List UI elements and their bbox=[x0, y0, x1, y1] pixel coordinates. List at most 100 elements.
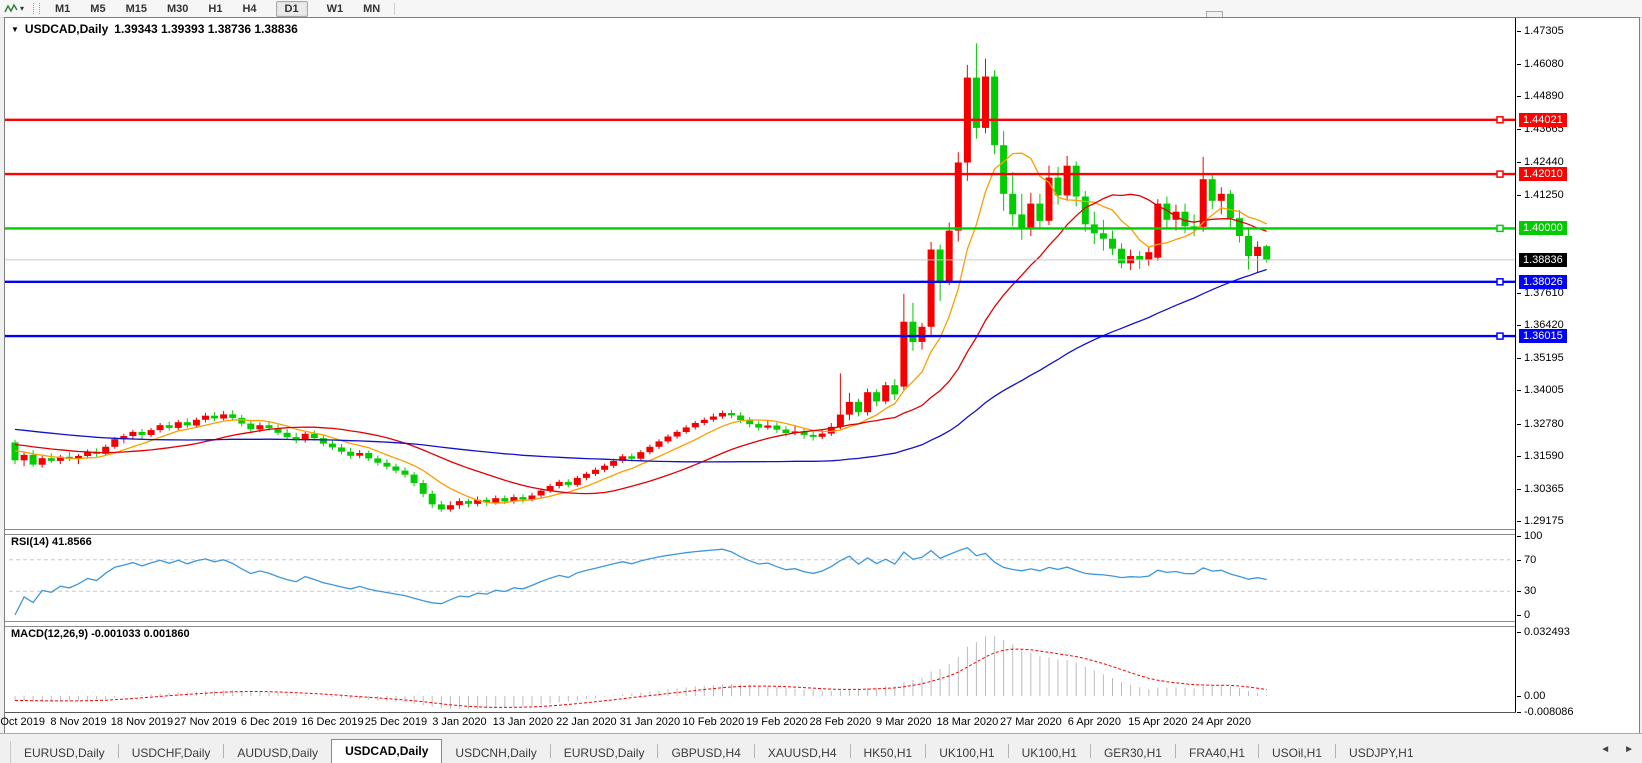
tab-separator bbox=[1174, 744, 1176, 758]
level-handle-1.44021[interactable] bbox=[1496, 116, 1504, 124]
chart-window: ▼ USDCAD,Daily 1.39343 1.39393 1.38736 1… bbox=[0, 17, 1640, 735]
time-axis-line bbox=[5, 712, 1637, 713]
timeframe-button-h1[interactable]: H1 bbox=[208, 2, 223, 15]
macd-tick-0.00: 0.00 bbox=[1516, 690, 1546, 702]
price-tick-1.34005: 1.34005 bbox=[1517, 384, 1564, 397]
current-price-badge: 1.38836 bbox=[1519, 252, 1567, 267]
level-handle-1.42010[interactable] bbox=[1496, 170, 1504, 178]
rsi-tick-30: 30 bbox=[1516, 585, 1537, 598]
chart-tab-eurusd-daily[interactable]: EURUSD,Daily bbox=[24, 746, 105, 760]
date-tick: 31 Jan 2020 bbox=[619, 716, 681, 728]
chart-tab-uk100-h1[interactable]: UK100,H1 bbox=[1021, 746, 1077, 760]
rsi-tick-0: 0 bbox=[1516, 609, 1531, 621]
price-axis[interactable]: 1.47305 1.46080 1.44890 1.43665 1.42440 1.412… bbox=[1516, 18, 1638, 732]
tab-separator bbox=[549, 744, 551, 758]
rsi-line bbox=[14, 546, 1267, 616]
chart-tab-usdjpy-h1[interactable]: USDJPY,H1 bbox=[1349, 746, 1414, 760]
macd-histogram-group bbox=[14, 636, 1268, 710]
date-tick: 25 Dec 2019 bbox=[364, 716, 428, 728]
level-handle-1.40000[interactable] bbox=[1496, 224, 1504, 233]
chart-tab-fra40-h1[interactable]: FRA40,H1 bbox=[1188, 746, 1246, 760]
chart-tab-hk50-h1[interactable]: HK50,H1 bbox=[863, 746, 913, 760]
price-tick-1.36420: 1.36420 bbox=[1517, 319, 1564, 332]
tab-separator bbox=[223, 744, 225, 758]
macd-indicator-label: MACD(12,26,9) -0.001033 0.001860 bbox=[11, 628, 190, 640]
date-tick: 19 Feb 2020 bbox=[745, 716, 808, 728]
macd-chart-canvas[interactable] bbox=[5, 625, 1515, 712]
price-chart-canvas[interactable] bbox=[5, 18, 1515, 529]
level-handle-1.38026[interactable] bbox=[1496, 278, 1504, 286]
timeframe-button-h4[interactable]: H4 bbox=[242, 2, 257, 15]
ma-line-slow bbox=[14, 268, 1267, 463]
price-tick-1.42440: 1.42440 bbox=[1517, 156, 1564, 169]
timeframe-button-mn[interactable]: MN bbox=[363, 2, 381, 15]
date-tick: 6 Apr 2020 bbox=[1067, 716, 1121, 728]
timeframe-button-m5[interactable]: M5 bbox=[90, 2, 106, 15]
chevron-down-icon[interactable]: ▾ bbox=[20, 4, 25, 13]
price-tick-1.37610: 1.37610 bbox=[1517, 287, 1564, 300]
ma-line-medium bbox=[14, 193, 1267, 495]
tab-scroll-left-icon[interactable]: ◄ bbox=[1600, 744, 1611, 755]
chart-tab-bar: EURUSD,Daily USDCHF,Daily AUDUSD,Daily USDC… bbox=[0, 733, 1642, 763]
date-tick: 10 Feb 2020 bbox=[682, 716, 745, 728]
price-tick-1.44890: 1.44890 bbox=[1517, 90, 1564, 103]
indicators-icon[interactable] bbox=[3, 2, 19, 15]
date-tick: 18 Nov 2019 bbox=[110, 716, 174, 728]
chart-tab-xauusd-h4[interactable]: XAUUSD,H4 bbox=[767, 746, 837, 760]
chart-tab-uk100-h1[interactable]: UK100,H1 bbox=[939, 746, 995, 760]
chart-tab-usoil-h1[interactable]: USOil,H1 bbox=[1272, 746, 1323, 760]
tab-scroll-right-icon[interactable]: ► bbox=[1624, 744, 1634, 755]
panel-splitter-macd[interactable] bbox=[5, 621, 1637, 627]
timeframe-button-m30[interactable]: M30 bbox=[166, 2, 189, 15]
chart-tab-eurusd-daily[interactable]: EURUSD,Daily bbox=[563, 746, 645, 760]
date-tick: 30 Oct 2019 bbox=[0, 716, 45, 728]
level-badge-1.44021: 1.44021 bbox=[1519, 112, 1567, 127]
candles-group bbox=[11, 43, 1271, 512]
price-tick-1.30365: 1.30365 bbox=[1517, 482, 1564, 495]
timeframe-button-d1[interactable]: D1 bbox=[275, 0, 308, 17]
chart-tab-usdcad-daily[interactable]: USDCAD,Daily bbox=[331, 739, 443, 763]
price-axis-separator bbox=[1515, 18, 1516, 712]
date-tick: 27 Mar 2020 bbox=[999, 716, 1062, 728]
panel-splitter-rsi[interactable] bbox=[5, 529, 1637, 535]
chart-tab-audusd-daily[interactable]: AUDUSD,Daily bbox=[237, 746, 319, 760]
rsi-chart-canvas[interactable] bbox=[5, 533, 1515, 621]
toolbar-grip[interactable] bbox=[33, 3, 41, 14]
date-tick: 13 Jan 2020 bbox=[492, 716, 554, 728]
tab-separator bbox=[1335, 744, 1337, 758]
price-tick-1.46080: 1.46080 bbox=[1517, 58, 1564, 71]
price-tick-1.41250: 1.41250 bbox=[1517, 188, 1564, 201]
rsi-indicator-label: RSI(14) 41.8566 bbox=[11, 536, 92, 548]
timeframe-button-w1[interactable]: W1 bbox=[326, 2, 344, 15]
price-tick-1.31590: 1.31590 bbox=[1517, 449, 1564, 462]
tab-separator bbox=[1089, 744, 1091, 758]
level-handle-1.36015[interactable] bbox=[1496, 332, 1504, 340]
date-tick: 8 Nov 2019 bbox=[50, 716, 107, 728]
level-badge-1.40000: 1.40000 bbox=[1519, 221, 1567, 236]
chart-tab-usdcnh-daily[interactable]: USDCNH,Daily bbox=[455, 746, 537, 760]
tab-scroll-buttons: ◄ ► bbox=[1600, 744, 1634, 755]
macd-tick-0.032493: 0.032493 bbox=[1517, 625, 1570, 638]
chart-tab-usdchf-daily[interactable]: USDCHF,Daily bbox=[131, 746, 211, 760]
toolbar-separator bbox=[394, 2, 396, 15]
symbol-dropdown-icon[interactable]: ▼ bbox=[11, 24, 19, 34]
tab-separator bbox=[117, 744, 119, 758]
chart-tab-gbpusd-h4[interactable]: GBPUSD,H4 bbox=[671, 746, 741, 760]
timeframe-button-m1[interactable]: M1 bbox=[55, 2, 71, 15]
chart-plot-area[interactable] bbox=[5, 18, 1515, 732]
ma-line-fast bbox=[14, 152, 1267, 504]
rsi-tick-70: 70 bbox=[1516, 553, 1537, 566]
level-badge-1.42010: 1.42010 bbox=[1519, 167, 1567, 182]
date-tick: 15 Apr 2020 bbox=[1128, 716, 1188, 728]
date-tick: 24 Apr 2020 bbox=[1191, 716, 1251, 728]
price-tick-1.35195: 1.35195 bbox=[1517, 352, 1564, 365]
timeframe-button-m15[interactable]: M15 bbox=[125, 2, 147, 15]
tab-separator bbox=[657, 744, 659, 758]
date-tick: 16 Dec 2019 bbox=[301, 716, 364, 728]
timeframe-buttons: M1 M5 M15 M30 H1 H4 D1 W1 MN bbox=[45, 0, 390, 17]
chart-tab-ger30-h1[interactable]: GER30,H1 bbox=[1103, 746, 1162, 760]
tab-separator bbox=[849, 744, 851, 758]
date-tick: 27 Nov 2019 bbox=[174, 716, 237, 728]
date-tick: 18 Mar 2020 bbox=[936, 716, 999, 728]
